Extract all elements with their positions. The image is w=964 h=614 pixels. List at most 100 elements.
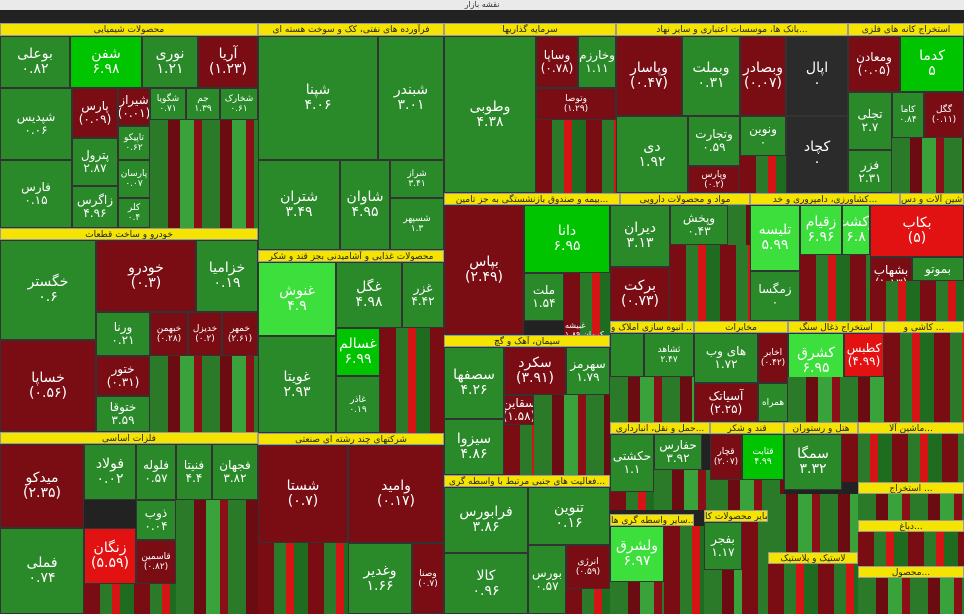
section-header-cement[interactable]: سیمان، آهک و گچ (444, 335, 610, 347)
section-header-transport[interactable]: حمل و نقل، انبارداری... (610, 422, 710, 434)
tile-sashahed[interactable]: ثشاهد ۲.۴۷ (644, 333, 694, 377)
tile-vabsader[interactable]: وبصادر (۰.۰۷) (740, 36, 786, 116)
tile-shepdis[interactable]: شپدیس ۰.۰۶ (0, 88, 72, 160)
tile-aria[interactable]: آریا (۱.۲۳) (198, 36, 258, 88)
tile-kelor[interactable]: کلر ۰.۴ (118, 198, 150, 228)
section-header-textile[interactable]: دباغ... (858, 520, 964, 532)
section-header-other-finance[interactable]: سایر واسطه گری ها... (610, 514, 694, 526)
tile-kerman[interactable] (610, 333, 644, 377)
section-header-hotel[interactable]: هتل و رستوران (784, 422, 858, 434)
tile-khgostar[interactable]: خگستر ۰.۶ (0, 240, 96, 340)
tile-small[interactable]: غبیشه (565, 321, 586, 330)
tile-parsan[interactable]: پارسان ۰.۰۷ (118, 160, 150, 198)
tile-ghsalem[interactable]: غسالم ۶.۹۹ (336, 328, 380, 376)
tile-shsepehr[interactable]: شسپهر ۱.۳ (390, 198, 444, 250)
tile-vapasar[interactable]: وپاسار (۰.۴۷) (616, 36, 682, 116)
tile-hafars[interactable]: حفارس ۳.۹۲ (654, 434, 702, 470)
section-header-machinery2[interactable]: ماشین آلا... (858, 422, 964, 434)
tile-khsapa[interactable]: خساپا (۰.۵۶) (0, 340, 96, 432)
tile-shepna[interactable]: شپنا ۴.۰۶ (258, 36, 378, 160)
section-header-realestate[interactable]: انبوه سازی املاک و ... (610, 321, 694, 333)
tile-khmehr[interactable]: خمهر (۲.۶۱) (222, 312, 258, 356)
tile-vasana[interactable]: وصنا (۰.۷) (412, 543, 444, 614)
tile-hamrah[interactable]: همراه (758, 383, 788, 422)
tile-vamaaden[interactable]: ومعادن (۰.۰۵) (848, 36, 900, 92)
tile-vakharazm[interactable]: وخارزم ۱.۱۱ (578, 36, 616, 88)
tile-kechad[interactable]: کچاد ۰ (786, 116, 848, 193)
section-header-oil[interactable]: فرآورده های نفتی، کک و سوخت هسته ای (258, 23, 444, 36)
tile-kala[interactable]: کالا ۰.۹۶ (444, 553, 528, 614)
tile-khtoor[interactable]: ختور (۰.۳۱) (96, 356, 150, 396)
section-header-pharma[interactable]: مواد و محصولات دارویی (620, 193, 750, 205)
tile-pars[interactable]: پارس (۰.۰۹) (72, 88, 118, 138)
tile-samga[interactable]: سمگا ۳.۳۲ (784, 434, 842, 490)
tile-midco[interactable]: میدکو (۲.۳۵) (0, 444, 84, 528)
tile-shavan[interactable]: شاوان ۴.۹۵ (340, 160, 390, 250)
tile-dana[interactable]: دانا ۶.۹۵ (524, 205, 610, 273)
tile-bemoto[interactable]: بموتو (912, 257, 964, 281)
tile-kama[interactable]: کاما ۰.۸۴ (892, 92, 924, 138)
tile-haywob[interactable]: های وب ۱.۷۲ (694, 333, 758, 383)
tile-asiatek[interactable]: آسیاتک (۲.۲۵) (694, 383, 758, 422)
tile-fanita[interactable]: فنیتا ۴.۴ (176, 444, 212, 500)
tile-sosofaha[interactable]: سصفها ۴.۲۶ (444, 347, 504, 419)
section-header-mining[interactable]: استخراج کانه های فلزی (848, 23, 964, 36)
tile-fars[interactable]: فارس ۰.۱۵ (0, 160, 72, 228)
tile-bekab[interactable]: بکاب (۵) (870, 205, 964, 257)
section-header-ceramic[interactable]: کاشی و ... (884, 321, 964, 333)
tile-noori[interactable]: نوری ۱.۲۱ (142, 36, 198, 88)
tile-shafan[interactable]: شفن ۶.۹۸ (70, 36, 142, 88)
tile-gagol[interactable]: گگل (۰.۱۱) (924, 92, 964, 138)
tile-bouali[interactable]: بوعلی ۰.۸۲ (0, 36, 70, 88)
section-header-paper[interactable]: محصول... (858, 566, 964, 578)
tile-energy[interactable]: انرژی (۰.۵۹) (566, 545, 610, 589)
tile-vaghadir[interactable]: وغدیر ۱.۶۶ (348, 543, 412, 614)
tile-barakat[interactable]: برکت (۰.۷۳) (610, 267, 670, 321)
tile-sekord[interactable]: سکرد (۳.۹۱) (504, 347, 566, 395)
tile-vapakhsh[interactable]: وپخش ۰.۴۳ (670, 205, 728, 245)
tile-vatousa[interactable]: وتوصا (۱.۲۹) (536, 88, 616, 120)
tile-tanovin[interactable]: تنوین ۰.۱۶ (528, 487, 610, 545)
section-header-basemetals[interactable]: فلزات اساسی (0, 432, 258, 444)
tile-vabmellat[interactable]: وبملت ۰.۳۱ (682, 36, 740, 116)
section-header-insurance[interactable]: بیمه و صندوق بازنشستگی به جز تامین... (444, 193, 620, 205)
section-header-bank[interactable]: بانک ها، موسسات اعتباری و سایر نهاد... (616, 23, 848, 36)
tile-bourse[interactable]: بورس ۰.۵۷ (528, 545, 566, 614)
tile-shasta[interactable]: شستا (۰.۷) (258, 445, 348, 543)
tile-tapiko[interactable]: تاپیکو ۰.۶۲ (118, 126, 150, 160)
tile-shiraz[interactable]: شیراز (۰.۰۱) (118, 88, 150, 126)
section-header-food[interactable]: محصولات غذایی و آشامیدنی بجز قند و شکر (258, 250, 444, 262)
tile-vatoubi[interactable]: وطوبی ۴.۳۸ (444, 36, 536, 193)
tile-vapars[interactable]: وپارس (۰.۲) (688, 166, 740, 193)
tile-shgooya[interactable]: شگویا ۰.۷۱ (150, 88, 186, 120)
section-header-diversified[interactable]: شرکتهای چند رشته ای صنعتی (258, 433, 444, 445)
tile-sebzeva[interactable]: سیزوا ۴.۸۶ (444, 419, 504, 475)
tile-zob[interactable]: ذوب ۰.۰۴ (136, 500, 176, 540)
tile-ghvita[interactable]: غویتا ۲.۹۳ (258, 336, 336, 433)
tile-zakesht[interactable]: زکشت۶.۸ (842, 205, 870, 255)
tile-akhaber[interactable]: اخابر (۰.۴۲) (758, 333, 788, 383)
tile-vanovin[interactable]: ونوین ۰ (740, 116, 786, 156)
tile-ghasemin[interactable]: قاسمین (۰.۸۲) (136, 540, 176, 584)
tile-khodro[interactable]: خودرو (۰.۳) (96, 240, 196, 312)
tile-farabourse[interactable]: فرابورس ۳.۸۶ (444, 487, 528, 553)
tile-seghaen[interactable]: سقاین (۱.۵۸) (504, 395, 534, 425)
tile-bapas[interactable]: بپاس (۲.۴۹) (444, 205, 524, 335)
tile-kadma[interactable]: کدما ۵ (900, 36, 964, 92)
tile-shkharak[interactable]: شخارک ۰.۶۱ (220, 88, 258, 120)
section-header-sugar[interactable]: قند و شکر (710, 422, 784, 434)
tile-mellat[interactable]: ملت ۱.۵۴ (524, 273, 564, 321)
tile-khtooqa[interactable]: ختوقا ۳.۵۹ (96, 396, 150, 432)
tile-dey[interactable]: دی ۱.۹۲ (616, 116, 688, 193)
section-header-other-mfg[interactable]: سایر محصولات کا... (704, 510, 768, 522)
tile-tajali[interactable]: تجلی ۲.۷ (848, 92, 892, 150)
tile-hakeshti[interactable]: حکشتی ۱.۱ (610, 434, 654, 492)
section-header-telecom[interactable]: مخابرات (694, 321, 788, 333)
tile-fajahan[interactable]: فجهان ۳.۸۲ (212, 444, 258, 500)
tile-khbahman[interactable]: خبهمن (۰.۲۸) (150, 312, 188, 356)
tile-diran[interactable]: دیران ۳.۱۳ (610, 205, 670, 267)
tile-ghazar[interactable]: غزر ۴.۴۲ (402, 262, 444, 328)
tile-zagros[interactable]: زاگرس ۴.۹۶ (72, 186, 118, 228)
tile-zamagsa[interactable]: زمگسا ۰ (750, 271, 800, 321)
tile-jam[interactable]: جم ۱.۳۹ (186, 88, 220, 120)
